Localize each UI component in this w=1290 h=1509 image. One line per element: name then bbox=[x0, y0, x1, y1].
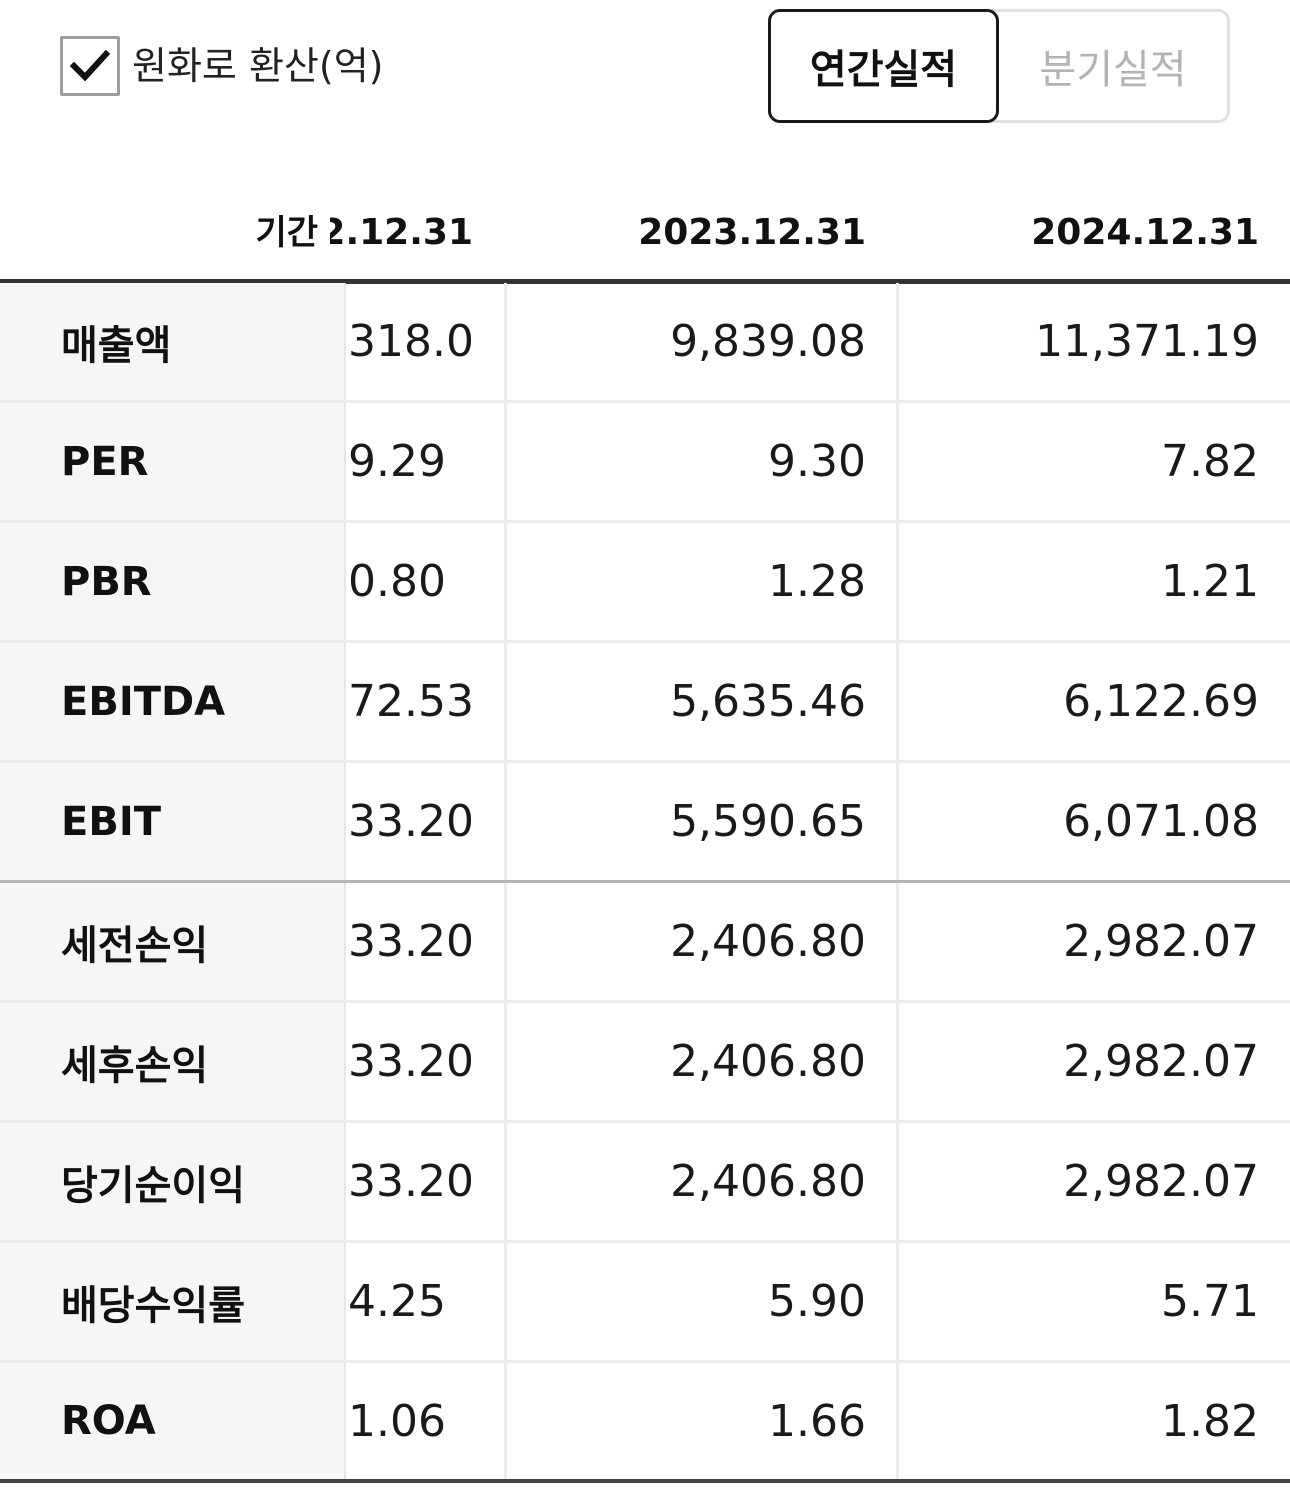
value-cell: 72.53 bbox=[348, 676, 473, 727]
header-divider bbox=[0, 279, 1290, 284]
column-divider bbox=[504, 1243, 507, 1360]
period-header: 기간 bbox=[255, 213, 318, 253]
table-row: ROA 1.06 1.66 1.82 bbox=[0, 1363, 1290, 1483]
value-cell: 2,406.80 bbox=[670, 916, 866, 967]
value-cell: 33.20 bbox=[348, 1156, 473, 1207]
table-row: EBIT 33.20 5,590.65 6,071.08 bbox=[0, 763, 1290, 883]
column-divider bbox=[896, 643, 899, 760]
column-divider bbox=[896, 403, 899, 520]
value-cell: 318.02 bbox=[348, 316, 473, 367]
value-cell: 1.06 bbox=[348, 1395, 446, 1447]
row-label: PBR bbox=[61, 558, 152, 605]
row-label-cell: ROA bbox=[0, 1363, 346, 1479]
value-cell: 33.20 bbox=[348, 796, 473, 847]
row-label-cell: 매출액 bbox=[0, 283, 346, 400]
column-divider bbox=[896, 1243, 899, 1360]
column-divider bbox=[504, 283, 507, 400]
row-label-cell: EBITDA bbox=[0, 643, 346, 760]
table-row: 매출액 318.02 9,839.08 11,371.19 bbox=[0, 283, 1290, 403]
krw-convert-checkbox[interactable] bbox=[60, 36, 120, 96]
column-header: 2024.12.31 bbox=[1031, 212, 1259, 253]
quarterly-results-button[interactable]: 분기실적 bbox=[1039, 47, 1187, 93]
column-divider bbox=[504, 403, 507, 520]
value-cell: 7.82 bbox=[1161, 436, 1259, 487]
table-row: PBR 0.80 1.28 1.21 bbox=[0, 523, 1290, 643]
row-label-cell: 세전손익 bbox=[0, 883, 346, 1000]
row-label: 당기순이익 bbox=[61, 1162, 245, 1209]
row-label-cell: PBR bbox=[0, 523, 346, 640]
column-divider bbox=[504, 643, 507, 760]
value-cell: 33.20 bbox=[348, 1036, 473, 1087]
column-divider bbox=[504, 523, 507, 640]
row-label: EBITDA bbox=[61, 678, 226, 725]
table-row: 세전손익 33.20 2,406.80 2,982.07 bbox=[0, 883, 1290, 1003]
row-label: 세후손익 bbox=[61, 1042, 209, 1089]
row-label-cell: 세후손익 bbox=[0, 1003, 346, 1120]
checkmark-icon bbox=[70, 49, 110, 82]
column-divider bbox=[504, 763, 507, 880]
value-cell: 2,406.80 bbox=[670, 1036, 866, 1087]
value-cell: 1.21 bbox=[1161, 556, 1259, 607]
column-divider bbox=[504, 1123, 507, 1240]
column-divider bbox=[504, 883, 507, 1000]
financial-table: 기간 2.12.31 2023.12.31 2024.12.31 매출액 318… bbox=[0, 140, 1290, 1509]
table-row: 당기순이익 33.20 2,406.80 2,982.07 bbox=[0, 1123, 1290, 1243]
period-toggle: 연간실적 분기실적 bbox=[768, 9, 1230, 123]
column-divider bbox=[504, 1363, 507, 1479]
row-label: ROA bbox=[61, 1398, 156, 1444]
value-cell: 5,590.65 bbox=[670, 796, 866, 847]
column-divider bbox=[896, 883, 899, 1000]
value-cell: 2,406.80 bbox=[670, 1156, 866, 1207]
row-label-cell: 배당수익률 bbox=[0, 1243, 346, 1360]
table-body: 매출액 318.02 9,839.08 11,371.19 PER 9.29 9… bbox=[0, 283, 1290, 1483]
value-cell: 2,982.07 bbox=[1063, 1156, 1259, 1207]
value-cell: 2,982.07 bbox=[1063, 1036, 1259, 1087]
value-cell: 5,635.46 bbox=[670, 676, 866, 727]
value-cell: 5.90 bbox=[768, 1276, 866, 1327]
row-label: 매출액 bbox=[61, 322, 172, 369]
value-cell: 33.20 bbox=[348, 916, 473, 967]
column-divider bbox=[896, 523, 899, 640]
column-divider bbox=[896, 283, 899, 400]
table-header: 기간 2.12.31 2023.12.31 2024.12.31 bbox=[0, 140, 1290, 284]
table-row: PER 9.29 9.30 7.82 bbox=[0, 403, 1290, 523]
table-row: 세후손익 33.20 2,406.80 2,982.07 bbox=[0, 1003, 1290, 1123]
value-cell: 6,122.69 bbox=[1063, 676, 1259, 727]
value-cell: 4.25 bbox=[348, 1276, 446, 1327]
row-label-cell: EBIT bbox=[0, 763, 346, 880]
value-cell: 1.28 bbox=[768, 556, 866, 607]
table-row: 배당수익률 4.25 5.90 5.71 bbox=[0, 1243, 1290, 1363]
annual-results-button[interactable]: 연간실적 bbox=[768, 9, 999, 123]
value-cell: 0.80 bbox=[348, 556, 446, 607]
value-cell: 9.30 bbox=[768, 436, 866, 487]
row-label-cell: PER bbox=[0, 403, 346, 520]
value-cell: 11,371.19 bbox=[1035, 316, 1259, 367]
value-cell: 5.71 bbox=[1161, 1276, 1259, 1327]
table-row: EBITDA 72.53 5,635.46 6,122.69 bbox=[0, 643, 1290, 763]
column-divider bbox=[896, 763, 899, 880]
column-divider bbox=[896, 1363, 899, 1479]
top-controls: 원화로 환산(억) 연간실적 분기실적 bbox=[0, 0, 1290, 140]
row-label-cell: 당기순이익 bbox=[0, 1123, 346, 1240]
row-label: PER bbox=[61, 438, 149, 485]
value-cell: 9.29 bbox=[348, 436, 446, 487]
krw-convert-label[interactable]: 원화로 환산(억) bbox=[132, 44, 384, 88]
row-label: EBIT bbox=[61, 798, 161, 845]
value-cell: 1.82 bbox=[1161, 1395, 1259, 1447]
value-cell: 2,982.07 bbox=[1063, 916, 1259, 967]
row-label: 배당수익률 bbox=[61, 1282, 245, 1329]
column-divider bbox=[896, 1123, 899, 1240]
row-label: 세전손익 bbox=[61, 922, 209, 969]
column-header: 2023.12.31 bbox=[638, 212, 866, 253]
column-header: 2.12.31 bbox=[330, 212, 473, 253]
value-cell: 1.66 bbox=[768, 1395, 866, 1447]
value-cell: 6,071.08 bbox=[1063, 796, 1259, 847]
column-divider bbox=[504, 1003, 507, 1120]
column-divider bbox=[896, 1003, 899, 1120]
value-cell: 9,839.08 bbox=[670, 316, 866, 367]
